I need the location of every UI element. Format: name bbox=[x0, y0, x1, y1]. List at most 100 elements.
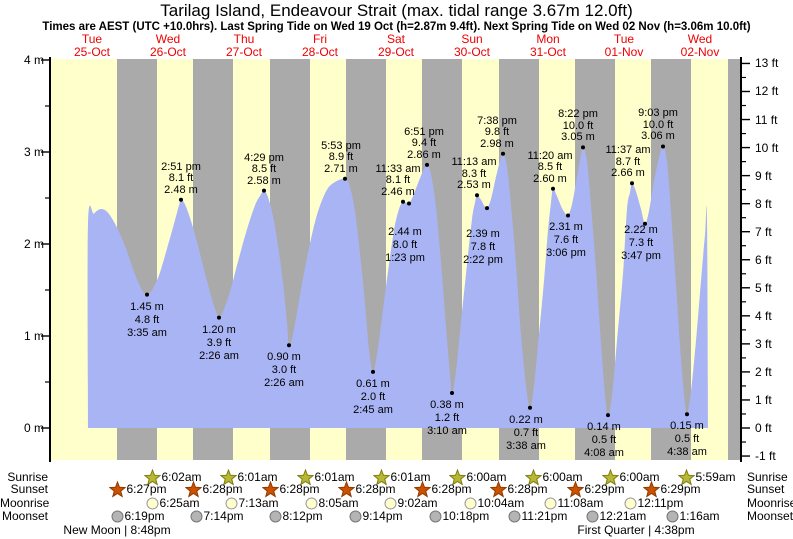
tide-marker-dot bbox=[566, 213, 570, 218]
tide-label-line: 2:26 am bbox=[264, 377, 304, 390]
moonrise-time: 7:13am bbox=[238, 496, 279, 510]
tide-label-line: 2.53 m bbox=[457, 179, 491, 192]
sunrise-star-icon bbox=[296, 468, 314, 491]
day-date: 27-Oct bbox=[225, 45, 262, 59]
high-tide-label: 11:13 am 8.3 ft 2.53 m bbox=[451, 157, 496, 192]
tide-label-line: 9.4 ft bbox=[411, 137, 437, 150]
tide-label-line: 11:37 am bbox=[605, 144, 651, 157]
moonrise-time: 9:02am bbox=[397, 496, 438, 510]
tide-marker-dot bbox=[371, 369, 375, 374]
day-date: 28-Oct bbox=[301, 45, 338, 59]
tide-label-line: 7.8 ft bbox=[470, 241, 496, 253]
sunset-star-icon bbox=[337, 480, 355, 503]
right-axis-tick-label: 4 ft bbox=[755, 308, 772, 323]
moonset-icon bbox=[190, 510, 203, 528]
right-axis-tick-label: 11 ft bbox=[755, 112, 778, 127]
tide-label-line: 0.5 ft bbox=[591, 434, 617, 447]
low-tide-label: 0.38 m 1.2 ft 3:10 am bbox=[427, 399, 467, 438]
high-tide-label: 11:33 am 8.1 ft 2.46 m bbox=[375, 163, 420, 199]
sunrise-star-icon bbox=[372, 468, 390, 491]
tide-label-line: 9:03 pm bbox=[638, 107, 678, 120]
low-tide-label: 0.22 m 0.7 ft 3:38 am bbox=[506, 414, 546, 453]
tide-label-line: 0.5 ft bbox=[674, 433, 700, 446]
moonrise-icon bbox=[225, 497, 238, 515]
moonset-icon bbox=[586, 510, 599, 528]
tide-marker-dot bbox=[661, 144, 665, 149]
tide-label-line: 2.58 m bbox=[247, 174, 281, 187]
tide-label-line: 8.5 ft bbox=[537, 161, 563, 174]
tide-label-line: 3:47 pm bbox=[621, 250, 661, 262]
day-weekday: Wed bbox=[687, 32, 713, 46]
tide-label-line: 7.3 ft bbox=[628, 237, 654, 249]
day-label: Mon 31-Oct bbox=[513, 33, 583, 59]
sunset-time: 6:28pm bbox=[279, 482, 320, 496]
day-label: Sat 29-Oct bbox=[361, 33, 431, 59]
tide-label-line: 4:08 am bbox=[584, 447, 624, 460]
sunrise-time: 6:01am bbox=[237, 470, 278, 484]
moonset-time: 7:14pm bbox=[203, 509, 244, 523]
high-tide-label: 8:22 pm 10.0 ft 3.05 m bbox=[558, 109, 598, 144]
tide-label-line: 2.71 m bbox=[324, 162, 358, 175]
astro-row-label-left-moonset: Moonset bbox=[1, 509, 48, 523]
sunrise-star-icon bbox=[143, 468, 161, 491]
tide-label-line: 4:29 pm bbox=[244, 151, 284, 164]
tide-marker-dot bbox=[475, 193, 479, 198]
low-tide-label: 0.90 m 3.0 ft 2:26 am bbox=[264, 351, 304, 390]
moonset-time: 9:14pm bbox=[362, 509, 403, 523]
tide-label-line: 3.06 m bbox=[641, 130, 675, 143]
moonrise-icon bbox=[624, 497, 637, 515]
tide-label-line: 2.60 m bbox=[533, 172, 567, 185]
tide-label-line: 0.90 m bbox=[267, 351, 301, 364]
sunrise-time: 6:01am bbox=[390, 470, 431, 484]
tide-label-line: 0.14 m bbox=[587, 421, 621, 434]
tide-label-line: 3:38 am bbox=[506, 439, 546, 452]
astro-row-label-left-sunset: Sunset bbox=[10, 482, 48, 496]
tide-label-line: 3:35 am bbox=[127, 326, 167, 339]
day-weekday: Tue bbox=[81, 32, 103, 46]
tide-label-line: 1.20 m bbox=[202, 323, 236, 336]
page-subtitle: Times are AEST (UTC +10.0hrs). Last Spri… bbox=[42, 21, 751, 33]
tide-label-line: 2:51 pm bbox=[161, 160, 201, 173]
tide-label-line: 0.15 m bbox=[670, 420, 704, 433]
tide-label-line: 2.31 m bbox=[549, 221, 583, 233]
high-tide-label: 7:38 pm 9.8 ft 2.98 m bbox=[477, 115, 517, 151]
tide-label-line: 2.0 ft bbox=[360, 390, 386, 403]
tide-label-line: 8.1 ft bbox=[385, 174, 411, 187]
day-label: Wed 02-Nov bbox=[665, 33, 735, 59]
day-weekday: Tue bbox=[613, 32, 635, 46]
tide-curve bbox=[87, 146, 709, 428]
day-date: 01-Nov bbox=[604, 45, 644, 59]
moonset-time: 6:19pm bbox=[124, 509, 165, 523]
high-tide-label: 11:37 am 8.7 ft 2.66 m bbox=[605, 145, 650, 180]
tide-marker-dot bbox=[606, 413, 610, 418]
tide-label-line: 2:26 am bbox=[199, 349, 239, 362]
left-axis-tick-label: 4 m bbox=[23, 53, 44, 67]
tide-label-line: 2.98 m bbox=[480, 137, 514, 150]
day-date: 29-Oct bbox=[377, 45, 414, 59]
tide-label-line: 2.44 m bbox=[388, 226, 422, 238]
moonset-icon bbox=[429, 510, 442, 528]
tide-label-line: 0.61 m bbox=[356, 377, 390, 390]
tide-label-line: 8:22 pm bbox=[558, 108, 598, 121]
day-label: Wed 26-Oct bbox=[133, 33, 203, 59]
sunset-time: 6:28pm bbox=[202, 482, 243, 496]
tide-marker-dot bbox=[217, 315, 221, 320]
moonrise-icon bbox=[544, 497, 557, 515]
moonset-time: 12:21am bbox=[599, 509, 647, 523]
sunset-time: 6:28pm bbox=[507, 482, 548, 496]
astro-row-label-left-moonrise: Moonrise bbox=[0, 496, 50, 510]
tide-label-line: 1.2 ft bbox=[434, 412, 460, 425]
right-axis-tick-label: -1 ft bbox=[755, 449, 776, 464]
tide-marker-dot bbox=[485, 206, 489, 211]
moon-phase-label: First Quarter | 4:38pm bbox=[577, 523, 695, 537]
high-tide-label: 5:53 pm 8.9 ft 2.71 m bbox=[321, 140, 361, 176]
sunset-star-icon bbox=[108, 480, 126, 503]
day-weekday: Thu bbox=[233, 32, 255, 46]
high-tide-label: 6:51 pm 9.4 ft 2.86 m bbox=[404, 126, 444, 162]
left-axis-tick-label: 1 m bbox=[23, 329, 44, 343]
day-label: Fri 28-Oct bbox=[285, 33, 355, 59]
high-tide-label: 9:03 pm 10.0 ft 3.06 m bbox=[638, 108, 678, 143]
moonset-icon bbox=[349, 510, 362, 528]
sunrise-star-icon bbox=[524, 468, 542, 491]
tide-marker-dot bbox=[179, 197, 183, 202]
